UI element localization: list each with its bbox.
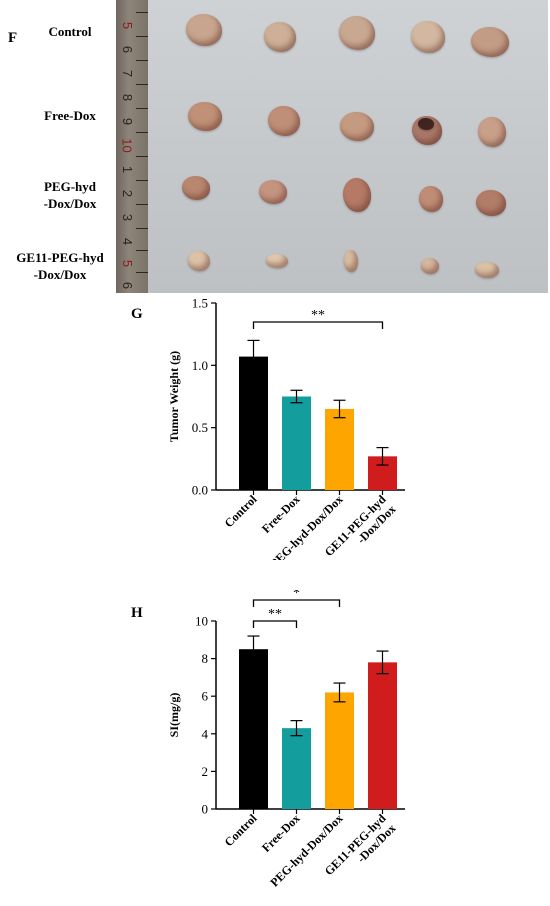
significance-bracket bbox=[252, 620, 298, 628]
tumor-dark-spot bbox=[418, 118, 434, 130]
y-tick-label: 0.5 bbox=[192, 420, 208, 435]
ruler-tick bbox=[136, 272, 148, 273]
tumor-peg-hyd bbox=[419, 186, 443, 212]
tumor-control bbox=[186, 14, 222, 46]
tumor-control bbox=[471, 27, 509, 57]
y-tick-label: 10 bbox=[195, 614, 208, 629]
ruler-tick bbox=[136, 250, 148, 251]
row-label-line: Free-Dox bbox=[44, 108, 96, 123]
bar bbox=[325, 408, 354, 490]
tumor-peg-hyd bbox=[259, 180, 287, 204]
row-label-line: -Dox/Dox bbox=[43, 196, 97, 211]
tumor-peg-hyd bbox=[343, 178, 371, 212]
y-axis-label: SI(mg/g) bbox=[167, 693, 181, 738]
ruler: 5 6 7 8 9 10 1 2 3 4 5 6 bbox=[116, 0, 148, 293]
y-tick-label: 1.0 bbox=[192, 358, 208, 373]
ruler-number: 2 bbox=[120, 189, 136, 198]
bar bbox=[325, 692, 354, 809]
x-tick-label-line: Free-Dox bbox=[259, 492, 303, 536]
tumor-free-dox bbox=[268, 106, 300, 136]
ruler-tick bbox=[136, 108, 148, 109]
tumor-free-dox bbox=[478, 117, 506, 147]
row-label-line: Control bbox=[48, 24, 92, 39]
ruler-tick bbox=[136, 12, 148, 13]
tumor-free-dox bbox=[340, 112, 374, 141]
panel-letter-g: G bbox=[131, 306, 143, 322]
bar bbox=[282, 396, 311, 490]
tumor-control bbox=[411, 21, 445, 53]
y-tick-label: 0.0 bbox=[192, 483, 208, 498]
ruler-number: 5 bbox=[120, 21, 136, 30]
ruler-tick bbox=[136, 36, 148, 37]
tumor-photo: 5 6 7 8 9 10 1 2 3 4 5 6 bbox=[116, 0, 548, 293]
x-tick-label-line: Control bbox=[222, 492, 260, 530]
row-label-peg-hyd: PEG-hyd -Dox/Dox bbox=[30, 178, 110, 212]
significance-label: ** bbox=[268, 607, 282, 622]
row-label-control: Control bbox=[30, 23, 110, 40]
significance-bracket bbox=[252, 321, 384, 329]
ruler-number: 7 bbox=[120, 69, 136, 78]
tumor-ge11 bbox=[188, 251, 210, 271]
significance-label: ** bbox=[311, 308, 325, 323]
tumor-control bbox=[339, 16, 375, 50]
bar bbox=[239, 356, 268, 490]
chart-tumor-weight: 0.0 0.5 1.0 1.5 Tumor Weight (g) Control Free-… bbox=[167, 296, 405, 560]
bar bbox=[368, 662, 397, 809]
ruler-number: 4 bbox=[120, 237, 136, 246]
ruler-number: 8 bbox=[120, 93, 136, 102]
x-tick-label-line: Free-Dox bbox=[259, 811, 303, 855]
ruler-number: 9 bbox=[120, 117, 136, 126]
ruler-tick bbox=[136, 204, 148, 205]
x-tick-label: PEG-hyd-Dox/Dox bbox=[267, 811, 345, 889]
y-tick-label: 4 bbox=[202, 726, 209, 741]
y-tick-label: 2 bbox=[202, 764, 209, 779]
ruler-tick bbox=[136, 84, 148, 85]
significance-bracket bbox=[252, 599, 341, 607]
bar bbox=[239, 649, 268, 809]
x-tick-label: Free-Dox bbox=[259, 811, 303, 855]
ruler-number: 6 bbox=[120, 281, 136, 290]
ruler-tick bbox=[136, 228, 148, 229]
row-label-ge11: GE11-PEG-hyd -Dox/Dox bbox=[4, 249, 116, 283]
tumor-ge11 bbox=[475, 262, 499, 278]
y-tick-label: 8 bbox=[202, 651, 209, 666]
y-axis-label: Tumor Weight (g) bbox=[167, 351, 181, 442]
x-tick-label-line: PEG-hyd-Dox/Dox bbox=[267, 811, 345, 889]
ruler-tick bbox=[136, 60, 148, 61]
tumor-ge11 bbox=[421, 258, 439, 274]
ruler-number: 6 bbox=[120, 45, 136, 54]
tumor-free-dox bbox=[188, 102, 222, 131]
x-tick-label: Control bbox=[222, 811, 260, 849]
bar bbox=[282, 728, 311, 809]
x-tick-label: Free-Dox bbox=[259, 492, 303, 536]
tumor-peg-hyd bbox=[182, 176, 210, 200]
ruler-number: 3 bbox=[120, 213, 136, 222]
row-label-line: GE11-PEG-hyd bbox=[16, 250, 104, 265]
row-label-line: -Dox/Dox bbox=[33, 267, 87, 282]
y-tick-label: 1.5 bbox=[192, 296, 208, 311]
chart-si: 0 2 4 6 8 10 SI(mg/g) Control Free-DoxPEG-hyd-Do… bbox=[167, 590, 405, 889]
x-tick-label-line: Control bbox=[222, 811, 260, 849]
significance-label: * bbox=[293, 590, 300, 601]
ruler-tick bbox=[136, 156, 148, 157]
row-label-line: PEG-hyd bbox=[43, 179, 96, 194]
tumor-control bbox=[264, 22, 296, 52]
ruler-number: 5 bbox=[120, 259, 136, 268]
x-tick-label: Control bbox=[222, 492, 260, 530]
y-tick-label: 6 bbox=[202, 689, 209, 704]
tumor-ge11 bbox=[266, 254, 288, 268]
ruler-tick bbox=[136, 132, 148, 133]
ruler-number: 10 bbox=[119, 138, 135, 153]
panel-letter-h: H bbox=[131, 605, 143, 621]
ruler-tick bbox=[136, 180, 148, 181]
tumor-ge11 bbox=[344, 250, 358, 272]
row-label-free-dox: Free-Dox bbox=[30, 107, 110, 124]
panel-letter-f: F bbox=[8, 30, 18, 46]
y-tick-label: 0 bbox=[202, 802, 209, 817]
ruler-number: 1 bbox=[120, 165, 136, 174]
tumor-peg-hyd bbox=[476, 190, 506, 216]
